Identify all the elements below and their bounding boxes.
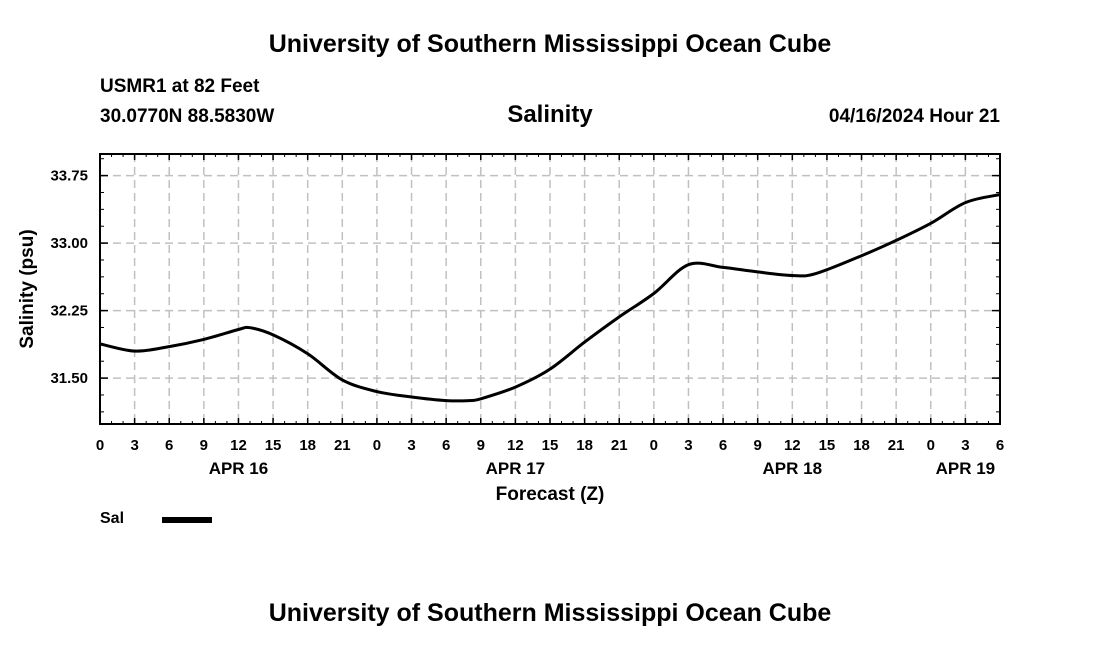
x-tick-label: 6: [719, 437, 727, 454]
y-tick-label: 33.00: [50, 235, 88, 252]
date-label: APR 17: [486, 459, 546, 478]
x-tick-label: 0: [927, 437, 935, 454]
x-tick-label: 3: [407, 437, 415, 454]
x-tick-label: 0: [373, 437, 381, 454]
x-tick-label: 9: [477, 437, 485, 454]
legend-label: Sal: [100, 510, 125, 527]
series-layer: [99, 193, 1001, 403]
x-axis-title: Forecast (Z): [496, 484, 605, 505]
station-coordinates: 30.0770N 88.5830W: [100, 106, 275, 127]
x-tick-label: 3: [130, 437, 138, 454]
x-tick-label: 15: [819, 437, 836, 454]
date-label: APR 16: [209, 459, 269, 478]
x-tick-label: 18: [299, 437, 316, 454]
page-title: University of Southern Mississippi Ocean…: [268, 30, 832, 58]
x-tick-label: 6: [442, 437, 450, 454]
x-tick-label: 12: [507, 437, 524, 454]
x-tick-label: 15: [542, 437, 559, 454]
station-label: USMR1 at 82 Feet: [100, 76, 260, 97]
x-tick-label: 21: [888, 437, 905, 454]
x-tick-label: 0: [650, 437, 658, 454]
x-tick-label: 9: [200, 437, 208, 454]
y-tick-label: 32.25: [50, 303, 88, 320]
date-label: APR 18: [763, 459, 823, 478]
x-tick-label: 15: [265, 437, 282, 454]
x-tick-label: 6: [996, 437, 1004, 454]
x-tick-label: 21: [334, 437, 351, 454]
y-tick-label: 31.50: [50, 370, 88, 387]
x-tick-label: 21: [611, 437, 628, 454]
x-tick-label: 18: [853, 437, 870, 454]
x-tick-label: 6: [165, 437, 173, 454]
footer-title: University of Southern Mississippi Ocean…: [268, 599, 832, 627]
x-tick-label: 12: [230, 437, 247, 454]
grid-layer: [100, 154, 1000, 424]
chart-title: Salinity: [507, 101, 593, 128]
x-tick-label: 0: [96, 437, 104, 454]
date-label: APR 19: [936, 459, 996, 478]
x-tick-label: 18: [576, 437, 593, 454]
x-tick-label: 3: [684, 437, 692, 454]
y-tick-label: 33.75: [50, 168, 88, 185]
y-axis-title: Salinity (psu): [17, 229, 38, 348]
x-tick-label: 9: [754, 437, 762, 454]
forecast-timestamp: 04/16/2024 Hour 21: [828, 106, 1000, 127]
x-tick-label: 12: [784, 437, 801, 454]
x-tick-label: 3: [961, 437, 969, 454]
axis-layer: 0 3 6 9 12 15 18 21 0 3 6 9 12 15 18 21 0 3 6 9 12 15 18 21 0 3 6 3…: [50, 154, 1004, 478]
legend-swatch: [162, 517, 212, 523]
salinity-series-line: [99, 193, 1001, 403]
